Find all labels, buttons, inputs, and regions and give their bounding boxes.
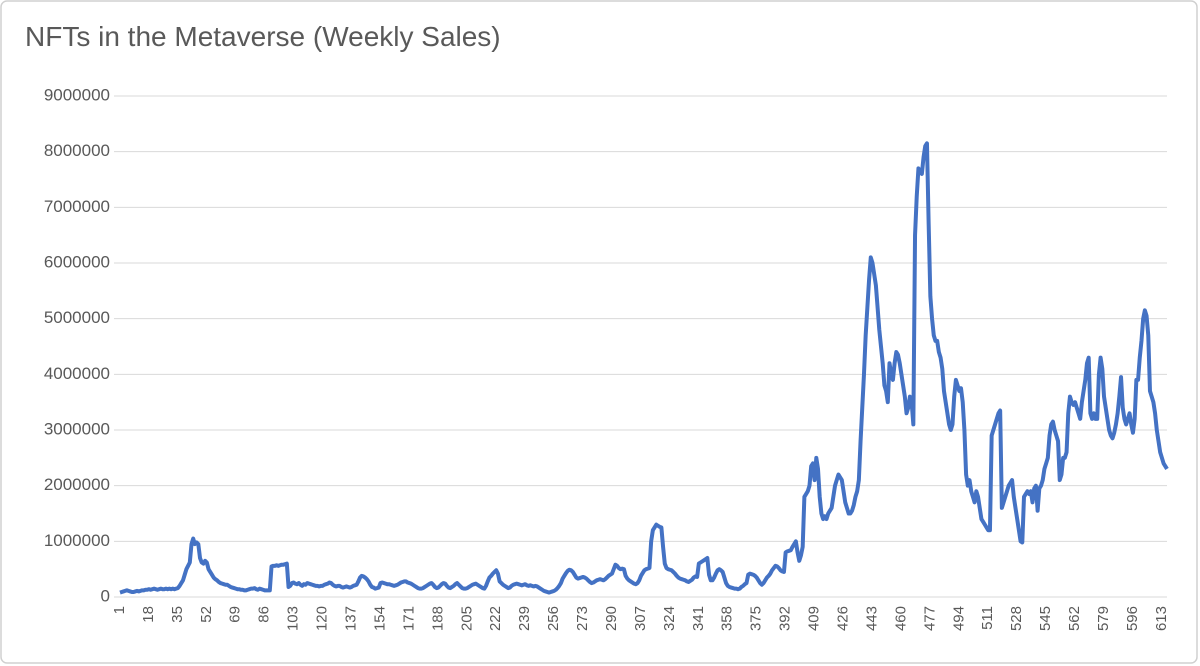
y-tick-label: 4000000	[44, 364, 110, 383]
x-tick-label: 188	[429, 606, 446, 631]
x-tick-label: 120	[314, 606, 331, 631]
x-tick-label: 511	[979, 606, 996, 630]
x-tick-label: 341	[690, 606, 707, 631]
x-tick-label: 290	[603, 606, 620, 631]
x-tick-label: 18	[140, 606, 157, 623]
x-tick-label: 613	[1153, 606, 1170, 631]
x-tick-label: 528	[1008, 606, 1025, 631]
y-tick-label: 5000000	[44, 308, 110, 327]
y-tick-label: 0	[101, 586, 110, 605]
chart-title: NFTs in the Metaverse (Weekly Sales)	[25, 21, 501, 52]
x-tick-label: 494	[950, 606, 967, 631]
y-tick-label: 6000000	[44, 252, 110, 271]
x-tick-label: 426	[835, 606, 852, 631]
x-tick-label: 52	[198, 606, 215, 623]
x-tick-label: 239	[516, 606, 533, 631]
x-tick-label: 273	[574, 606, 591, 631]
x-tick-label: 545	[1037, 606, 1054, 631]
y-tick-label: 7000000	[44, 197, 110, 216]
x-tick-label: 69	[227, 606, 244, 623]
x-tick-label: 579	[1095, 606, 1112, 631]
y-tick-label: 1000000	[44, 531, 110, 550]
x-tick-label: 35	[169, 606, 186, 623]
x-tick-label: 358	[719, 606, 736, 631]
x-tick-label: 460	[892, 606, 909, 631]
y-tick-label: 3000000	[44, 419, 110, 438]
y-tick-label: 2000000	[44, 475, 110, 494]
y-tick-label: 9000000	[44, 85, 110, 104]
x-tick-label: 562	[1066, 606, 1083, 631]
x-tick-label: 86	[256, 606, 273, 623]
x-tick-label: 1	[111, 606, 128, 614]
x-tick-label: 154	[371, 606, 388, 631]
x-tick-label: 324	[661, 606, 678, 631]
x-tick-label: 443	[863, 606, 880, 631]
x-tick-label: 596	[1124, 606, 1141, 631]
x-tick-label: 205	[458, 606, 475, 631]
x-tick-label: 171	[400, 606, 417, 631]
y-tick-label: 8000000	[44, 141, 110, 160]
x-tick-label: 137	[343, 606, 360, 631]
x-tick-label: 103	[285, 606, 302, 631]
x-tick-label: 307	[632, 606, 649, 631]
x-tick-label: 409	[806, 606, 823, 631]
x-tick-label: 375	[748, 606, 765, 631]
x-tick-label: 392	[777, 606, 794, 631]
x-tick-label: 256	[545, 606, 562, 631]
x-tick-label: 222	[487, 606, 504, 631]
data-line	[119, 141, 1169, 595]
x-tick-label: 477	[921, 606, 938, 631]
